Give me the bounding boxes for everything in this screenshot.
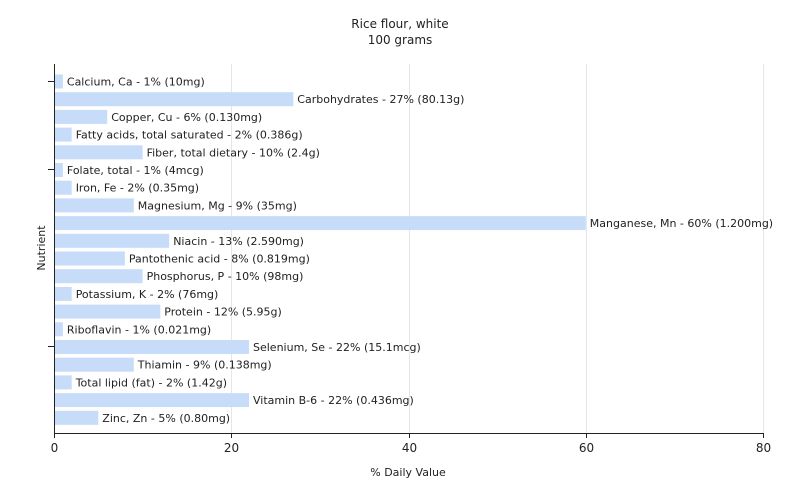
bar — [54, 180, 72, 195]
bar-label: Total lipid (fat) - 2% (1.42g) — [75, 376, 227, 389]
bar — [54, 92, 294, 107]
bar — [54, 233, 170, 248]
bar-label: Selenium, Se - 22% (15.1mcg) — [253, 341, 421, 354]
bar — [54, 357, 134, 372]
bar-label: Potassium, K - 2% (76mg) — [76, 288, 219, 301]
bar-label: Niacin - 13% (2.590mg) — [173, 235, 304, 248]
bar-label: Thiamin - 9% (0.138mg) — [137, 359, 272, 372]
bar — [54, 127, 72, 142]
bar-labels: Calcium, Ca - 1% (10mg) Carbohydrates - 2… — [67, 76, 773, 425]
x-tick-label: 60 — [579, 441, 594, 455]
bar — [54, 269, 143, 284]
bar — [54, 375, 72, 390]
chart-subtitle: 100 grams — [368, 33, 433, 47]
bar-label: Fatty acids, total saturated - 2% (0.386… — [76, 129, 303, 142]
bar-label: Pantothenic acid - 8% (0.819mg) — [129, 253, 310, 266]
x-axis-title: % Daily Value — [370, 466, 446, 479]
x-tick-label: 40 — [402, 441, 417, 455]
bar — [54, 410, 99, 425]
bar — [54, 109, 108, 124]
bar-label: Protein - 12% (5.95g) — [164, 306, 282, 319]
bars — [54, 74, 586, 425]
grid-lines — [231, 64, 764, 433]
bar — [54, 163, 63, 177]
bar-label: Copper, Cu - 6% (0.130mg) — [111, 111, 262, 124]
bar-label: Vitamin B-6 - 22% (0.436mg) — [253, 394, 414, 407]
bar — [54, 304, 161, 319]
bar — [54, 340, 249, 354]
bar-label: Iron, Fe - 2% (0.35mg) — [76, 182, 199, 195]
bar-label: Magnesium, Mg - 9% (35mg) — [138, 199, 297, 212]
x-tick-label: 80 — [756, 441, 771, 455]
bar — [54, 393, 249, 408]
bar-label: Riboflavin - 1% (0.021mg) — [67, 323, 211, 336]
x-tick-label: 20 — [224, 441, 239, 455]
bar — [54, 198, 134, 213]
bar-label: Carbohydrates - 27% (80.13g) — [297, 93, 464, 106]
bar-label: Manganese, Mn - 60% (1.200mg) — [590, 217, 773, 230]
bar — [54, 74, 63, 89]
axes: 0 20 40 60 80 — [48, 64, 771, 455]
bar — [54, 286, 72, 301]
chart-title: Rice flour, white — [351, 17, 448, 31]
bar-label: Phosphorus, P - 10% (98mg) — [147, 270, 304, 283]
bar-label: Folate, total - 1% (4mcg) — [67, 164, 204, 177]
bar — [54, 145, 143, 160]
bar — [54, 216, 586, 231]
x-tick-label: 0 — [51, 441, 59, 455]
bar-label: Calcium, Ca - 1% (10mg) — [67, 76, 205, 89]
y-axis-title: Nutrient — [35, 225, 48, 271]
bar-label: Fiber, total dietary - 10% (2.4g) — [147, 146, 320, 159]
bar — [54, 322, 63, 337]
bar — [54, 251, 125, 266]
bar-label: Zinc, Zn - 5% (0.80mg) — [102, 412, 230, 425]
